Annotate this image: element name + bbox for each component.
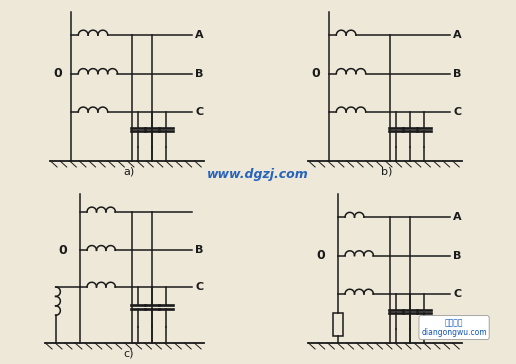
Text: 0: 0: [58, 244, 67, 257]
Text: B: B: [196, 245, 204, 255]
Text: 电工之屋
diangongwu.com: 电工之屋 diangongwu.com: [421, 318, 487, 337]
Text: 0: 0: [53, 67, 62, 80]
Text: C: C: [196, 282, 203, 292]
Text: b): b): [381, 167, 393, 177]
Text: A: A: [196, 30, 204, 40]
Text: C: C: [454, 289, 461, 299]
Text: www.dgzj.com: www.dgzj.com: [207, 168, 309, 181]
Text: c): c): [124, 349, 134, 359]
Text: A: A: [454, 30, 462, 40]
Text: B: B: [454, 250, 462, 261]
Bar: [333, 313, 343, 336]
Text: 0: 0: [316, 249, 325, 262]
Text: C: C: [454, 107, 461, 117]
Text: B: B: [196, 68, 204, 79]
Text: a): a): [123, 167, 135, 177]
Text: A: A: [454, 212, 462, 222]
Text: 0: 0: [311, 67, 320, 80]
Text: B: B: [454, 68, 462, 79]
Text: C: C: [196, 107, 203, 117]
